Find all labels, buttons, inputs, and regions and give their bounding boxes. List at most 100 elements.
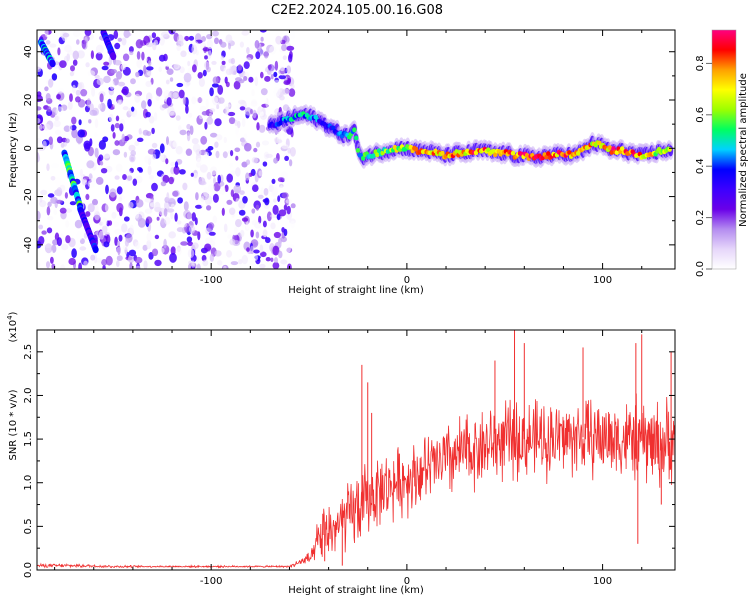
noise-speckle xyxy=(191,242,199,250)
colorbar-tick-label: 0.0 xyxy=(695,261,706,277)
noise-speckle xyxy=(228,124,236,129)
noise-speckle xyxy=(65,138,70,144)
noise-speckle xyxy=(149,202,156,208)
noise-speckle xyxy=(134,93,141,103)
noise-speckle xyxy=(47,193,55,198)
noise-speckle xyxy=(135,199,144,208)
noise-speckle xyxy=(146,66,154,71)
noise-speckle xyxy=(98,154,104,161)
noise-speckle xyxy=(196,97,203,103)
noise-speckle xyxy=(226,250,233,258)
noise-speckle xyxy=(95,257,102,263)
noise-speckle xyxy=(243,61,250,69)
noise-speckle xyxy=(64,208,73,213)
noise-speckle xyxy=(119,123,124,132)
figure-title: C2E2.2024.105.00.16.G08 xyxy=(271,3,443,18)
noise-speckle xyxy=(86,160,95,169)
noise-speckle xyxy=(206,205,212,211)
noise-speckle xyxy=(114,59,122,66)
noise-speckle xyxy=(38,236,45,245)
noise-speckle xyxy=(115,163,123,172)
noise-speckle xyxy=(98,230,105,240)
noise-speckle xyxy=(288,159,293,167)
noise-speckle xyxy=(214,118,222,127)
noise-speckle xyxy=(116,202,124,213)
noise-speckle xyxy=(212,215,218,224)
noise-speckle xyxy=(121,37,127,46)
noise-speckle xyxy=(285,244,291,253)
noise-speckle xyxy=(253,249,260,254)
noise-speckle xyxy=(168,231,176,239)
snr-series-line xyxy=(37,393,675,569)
noise-speckle xyxy=(286,65,291,74)
noise-speckle xyxy=(215,150,220,159)
noise-speckle xyxy=(113,221,119,227)
noise-speckle xyxy=(55,177,62,187)
ridge-core xyxy=(375,152,380,158)
noise-speckle xyxy=(277,239,282,249)
noise-speckle xyxy=(95,44,104,54)
noise-speckle xyxy=(115,246,124,255)
noise-speckle xyxy=(265,257,271,262)
noise-speckle xyxy=(254,76,259,87)
streak-mark xyxy=(110,53,117,61)
noise-speckle xyxy=(46,106,52,113)
noise-speckle xyxy=(245,172,250,181)
noise-speckle xyxy=(220,55,224,60)
noise-speckle xyxy=(246,247,250,252)
noise-speckle xyxy=(59,207,67,214)
noise-speckle xyxy=(212,193,219,203)
noise-speckle xyxy=(151,248,159,257)
noise-speckle xyxy=(37,94,43,102)
noise-speckle xyxy=(42,140,47,150)
noise-speckle xyxy=(204,151,210,159)
noise-speckle xyxy=(168,176,174,185)
noise-speckle xyxy=(128,201,134,209)
spectrogram-marks xyxy=(37,30,674,269)
noise-speckle xyxy=(246,47,250,55)
noise-speckle xyxy=(149,175,154,180)
noise-speckle xyxy=(281,192,289,199)
noise-speckle xyxy=(239,106,246,111)
noise-speckle xyxy=(87,70,96,77)
noise-speckle xyxy=(111,211,117,219)
noise-speckle xyxy=(129,262,133,269)
snr-y-axis-label: SNR (10 * v/v) xyxy=(8,389,19,460)
noise-speckle xyxy=(126,175,133,181)
noise-speckle xyxy=(275,35,283,45)
snr-y-multiplier-exp: 4 xyxy=(6,315,14,320)
noise-speckle xyxy=(54,115,61,121)
noise-speckle xyxy=(278,250,283,259)
noise-speckle xyxy=(204,243,212,252)
noise-speckle xyxy=(72,59,78,66)
noise-speckle xyxy=(57,88,64,94)
noise-speckle xyxy=(209,87,214,97)
noise-speckle xyxy=(37,106,42,111)
noise-speckle xyxy=(120,64,126,71)
x-tick-label: 0 xyxy=(404,275,410,286)
y-tick-label: 1.5 xyxy=(23,431,34,447)
noise-speckle xyxy=(88,119,92,124)
noise-speckle xyxy=(233,226,238,236)
snr-x-axis-label: Height of straight line (km) xyxy=(288,585,424,596)
noise-speckle xyxy=(65,220,70,228)
noise-speckle xyxy=(187,241,194,247)
noise-speckle xyxy=(263,97,268,104)
noise-speckle xyxy=(190,172,194,177)
noise-speckle xyxy=(37,152,40,162)
noise-speckle xyxy=(225,34,233,43)
noise-speckle xyxy=(209,108,216,113)
noise-speckle xyxy=(169,252,177,263)
y-tick-label: -20 xyxy=(23,188,34,204)
noise-speckle xyxy=(241,30,250,36)
noise-speckle xyxy=(59,166,66,172)
noise-speckle xyxy=(160,31,169,37)
noise-speckle xyxy=(251,219,258,226)
noise-speckle xyxy=(169,111,176,116)
noise-speckle xyxy=(96,77,104,86)
noise-speckle xyxy=(272,204,279,215)
noise-speckle xyxy=(147,99,152,107)
noise-speckle xyxy=(214,37,219,45)
noise-speckle xyxy=(274,257,278,264)
noise-speckle xyxy=(270,222,276,230)
